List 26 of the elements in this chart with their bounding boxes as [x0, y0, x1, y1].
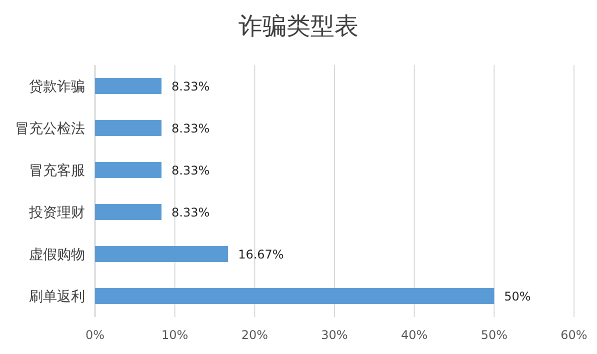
y-tick-label: 虚假购物 — [29, 247, 85, 263]
y-tick-label: 投资理财 — [28, 205, 85, 221]
data-label: 16.67% — [238, 248, 284, 262]
x-tick-label: 40% — [400, 328, 428, 342]
x-tick-label: 60% — [560, 328, 588, 342]
y-tick-label: 冒充客服 — [29, 163, 85, 179]
x-tick-label: 30% — [321, 328, 348, 342]
chart-title: 诈骗类型表 — [238, 12, 358, 40]
y-tick-label: 刷单返利 — [29, 289, 85, 305]
data-label: 8.33% — [172, 206, 210, 220]
bar — [95, 162, 162, 178]
x-tick-label: 50% — [480, 328, 508, 342]
bar — [95, 288, 494, 304]
x-tick-label: 10% — [161, 328, 188, 342]
bar — [95, 204, 162, 220]
y-tick-label: 冒充公检法 — [15, 121, 85, 137]
data-label: 8.33% — [172, 80, 210, 94]
bar — [95, 246, 228, 262]
x-tick-label: 20% — [241, 328, 268, 342]
bar — [95, 78, 162, 94]
y-tick-label: 贷款诈骗 — [29, 79, 85, 95]
bar — [95, 120, 162, 136]
data-label: 8.33% — [172, 122, 210, 136]
data-label: 8.33% — [172, 164, 210, 178]
data-label: 50% — [504, 290, 531, 304]
x-tick-label: 0% — [85, 328, 105, 342]
